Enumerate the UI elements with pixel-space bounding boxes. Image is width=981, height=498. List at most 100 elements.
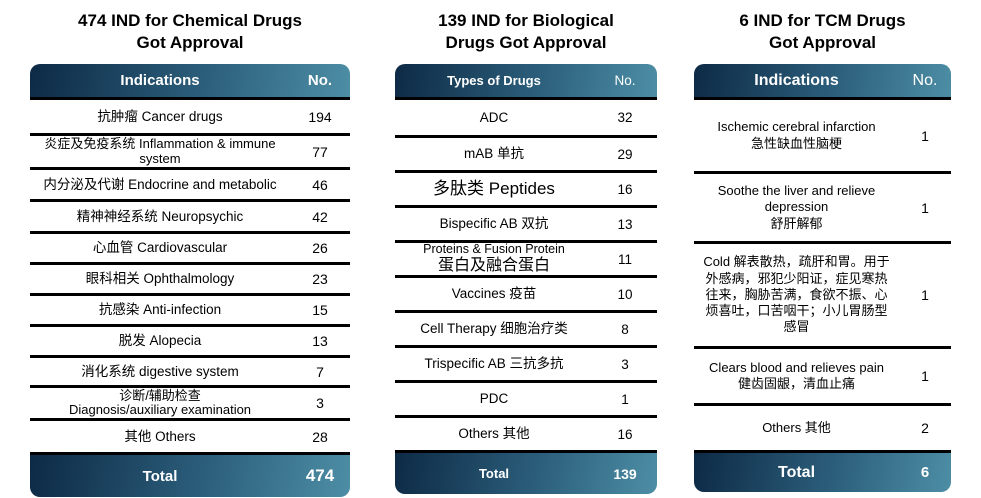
row-label: 心血管 Cardiovascular (30, 234, 290, 262)
row-label: Soothe the liver and relieve depression … (694, 174, 899, 241)
row-count: 2 (921, 420, 929, 436)
row-label: Cell Therapy 细胞治疗类 (395, 313, 593, 345)
row-label: 抗感染 Anti-infection (30, 296, 290, 324)
row-label-line1: 炎症及免疫系统 Inflammation & immune system (44, 136, 276, 166)
row-count: 42 (312, 208, 328, 225)
row-count: 3 (621, 356, 629, 372)
row-count: 26 (312, 240, 328, 256)
table-row: Vaccines 疫苗 10 (395, 275, 657, 310)
row-label-line2: Diagnosis/auxiliary examination (68, 402, 252, 417)
total-label: Total (478, 466, 510, 481)
row-label-line1: 精神神经系统 Neuropsychic (76, 208, 244, 224)
column-header-no: No. (614, 73, 636, 88)
row-label-line1: 多肽类 Peptides (433, 179, 555, 199)
row-label: mAB 单抗 (395, 138, 593, 170)
row-count: 1 (921, 199, 929, 216)
row-label: Bispecific AB 双抗 (395, 208, 593, 240)
title-line2: Got Approval (768, 33, 877, 52)
table-total-row: Total 6 (694, 450, 951, 492)
row-label: ADC (395, 100, 593, 135)
table-row: Clears blood and relieves pain 健齿固龈，清血止痛… (694, 346, 951, 403)
row-label: Cold 解表散热，疏肝和胃。用于外感病，邪犯少阳证，症见寒热往来，胸胁苦满，食… (694, 244, 899, 346)
row-label: 诊断/辅助检查 Diagnosis/auxiliary examination (30, 388, 290, 418)
table-row: 眼科相关 Ophthalmology 23 (30, 262, 350, 293)
row-label-line1: Others 其他 (458, 426, 530, 442)
row-label: Trispecific AB 三抗多抗 (395, 348, 593, 380)
title-line1: 474 IND for Chemical Drugs (78, 11, 302, 30)
row-label-line1: 消化系统 digestive system (81, 363, 239, 379)
table-row: Soothe the liver and relieve depression … (694, 171, 951, 241)
title-line2: Drugs Got Approval (445, 33, 607, 52)
row-label-line1: mAB 单抗 (463, 146, 524, 162)
row-count: 23 (312, 271, 328, 287)
biological-drugs-title: 139 IND for Biological Drugs Got Approva… (395, 10, 657, 54)
table-row: 精神神经系统 Neuropsychic 42 (30, 199, 350, 231)
table-row: 炎症及免疫系统 Inflammation & immune system 77 (30, 133, 350, 167)
table-row: 消化系统 digestive system 7 (30, 355, 350, 385)
row-count: 15 (312, 302, 328, 318)
row-label: 精神神经系统 Neuropsychic (30, 202, 290, 231)
table-row: 抗感染 Anti-infection 15 (30, 293, 350, 324)
table-body: ADC 32 mAB 单抗 29 多肽类 Peptides 16 Bispeci… (395, 100, 657, 450)
row-label-line1: 其他 Others (124, 428, 196, 444)
table-row: mAB 单抗 29 (395, 135, 657, 170)
title-line1: 139 IND for Biological (438, 11, 614, 30)
table-row: Bispecific AB 双抗 13 (395, 205, 657, 240)
row-count: 1 (921, 127, 929, 144)
row-label: 消化系统 digestive system (30, 358, 290, 385)
column-header-types-of-drugs: Types of Drugs (447, 73, 541, 88)
row-count: 11 (617, 251, 632, 267)
row-label: Ischemic cerebral infarction 急性缺血性脑梗 (694, 100, 899, 171)
table-row: PDC 1 (395, 380, 657, 415)
row-label: 其他 Others (30, 421, 290, 452)
total-label: Total (777, 463, 816, 481)
row-label-line2: 舒肝解郁 (770, 215, 823, 231)
row-count: 7 (316, 363, 324, 380)
table-row: 多肽类 Peptides 16 (395, 170, 657, 205)
tcm-drugs-table: Indications No. Ischemic cerebral infarc… (694, 64, 951, 492)
row-count: 32 (617, 110, 633, 125)
row-label: 脱发 Alopecia (30, 327, 290, 355)
column-header-no: No. (307, 72, 333, 89)
table-row: Trispecific AB 三抗多抗 3 (395, 345, 657, 380)
biological-drugs-table: Types of Drugs No. ADC 32 mAB 单抗 29 多肽类 … (395, 64, 657, 494)
table-header-row: Indications No. (30, 64, 350, 100)
chemical-drugs-title: 474 IND for Chemical Drugs Got Approval (30, 10, 350, 54)
row-count: 3 (316, 395, 324, 411)
row-label-line2: 蛋白及融合蛋白 (437, 257, 550, 275)
row-label-line1: PDC (479, 391, 509, 407)
row-label-line1: 心血管 Cardiovascular (92, 240, 228, 256)
row-label-line1: Proteins & Fusion Protein (423, 242, 565, 257)
row-label: 多肽类 Peptides (395, 173, 593, 205)
table-total-row: Total 139 (395, 450, 657, 494)
table-row: ADC 32 (395, 100, 657, 135)
row-label-line2: 健齿固龈，清血止痛 (737, 376, 855, 391)
table-row: 诊断/辅助检查 Diagnosis/auxiliary examination … (30, 385, 350, 418)
row-count: 13 (312, 333, 328, 349)
table-row: Cold 解表散热，疏肝和胃。用于外感病，邪犯少阳证，症见寒热往来，胸胁苦满，食… (694, 241, 951, 346)
row-label-line1: ADC (479, 109, 509, 125)
row-label: Proteins & Fusion Protein 蛋白及融合蛋白 (395, 243, 593, 275)
table-body: Ischemic cerebral infarction 急性缺血性脑梗 1 S… (694, 100, 951, 450)
row-count: 1 (921, 287, 929, 303)
table-row: 内分泌及代谢 Endocrine and metabolic 46 (30, 167, 350, 199)
row-label-line1: Bispecific AB 双抗 (439, 216, 549, 232)
row-label: Others 其他 (694, 406, 899, 450)
row-count: 46 (312, 176, 328, 193)
column-header-indications: Indications (120, 72, 200, 89)
row-label-line1: Clears blood and relieves pain (709, 359, 884, 375)
row-label-line1: 脱发 Alopecia (118, 333, 202, 349)
table-row: 抗肿瘤 Cancer drugs 194 (30, 100, 350, 133)
row-label-line1: Cold 解表散热，疏肝和胃。用于外感病，邪犯少阳证，症见寒热往来，胸胁苦满，食… (703, 254, 890, 335)
row-label-line1: 诊断/辅助检查 (119, 387, 201, 403)
row-label: 炎症及免疫系统 Inflammation & immune system (30, 136, 290, 167)
total-label: Total (142, 467, 178, 485)
column-header-indications: Indications (754, 71, 839, 89)
table-row: Ischemic cerebral infarction 急性缺血性脑梗 1 (694, 100, 951, 171)
tcm-drugs-title: 6 IND for TCM Drugs Got Approval (694, 10, 951, 54)
row-count: 28 (312, 428, 328, 445)
row-count: 194 (308, 108, 332, 125)
chemical-drugs-table: Indications No. 抗肿瘤 Cancer drugs 194 炎症及… (30, 64, 350, 497)
table-header-row: Indications No. (694, 64, 951, 100)
row-label: Clears blood and relieves pain 健齿固龈，清血止痛 (694, 349, 899, 403)
